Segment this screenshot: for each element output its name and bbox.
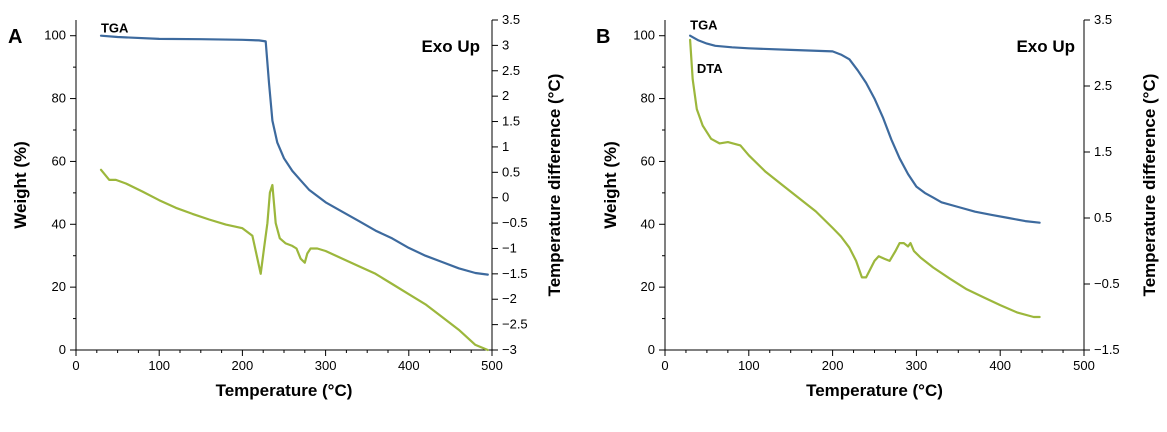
y2-tick-label: 1.5 — [502, 114, 520, 129]
y-tick-label: 40 — [641, 216, 655, 231]
y-tick-label: 60 — [641, 153, 655, 168]
y2-tick-label: 0.5 — [502, 164, 520, 179]
panel-letter: A — [8, 26, 22, 48]
y2-axis-title: Temperature difference (°C) — [545, 74, 564, 297]
series-line-tga — [688, 34, 1041, 224]
y2-tick-label: 2.5 — [502, 63, 520, 78]
y2-tick-label: −3 — [502, 342, 517, 357]
y-axis-title: Weight (%) — [601, 141, 620, 229]
x-tick-label: 400 — [398, 358, 420, 373]
x-tick-label: 200 — [232, 358, 254, 373]
y2-tick-label: 3.5 — [502, 12, 520, 27]
y-tick-label: 80 — [52, 91, 66, 106]
y-tick-label: 0 — [59, 342, 66, 357]
series-line-tga — [99, 34, 489, 276]
series-line-dta — [688, 38, 1041, 319]
y-tick-label: 60 — [52, 153, 66, 168]
y2-tick-label: −2 — [502, 291, 517, 306]
y2-tick-label: 0.5 — [1094, 210, 1112, 225]
x-tick-label: 0 — [661, 358, 668, 373]
y2-tick-label: 2.5 — [1094, 78, 1112, 93]
panel-b: 0 100 200 300 400 500 0 20 40 60 80 100 −1.5 −0.5 0.5 1… — [596, 12, 1159, 400]
panel-a: 0 100 200 300 400 500020406080100−3−2.5−2−1.5… — [8, 12, 564, 400]
y2-tick-label: 2 — [502, 88, 509, 103]
y-tick-label: 20 — [641, 279, 655, 294]
x-tick-label: 300 — [315, 358, 337, 373]
x-tick-label: 100 — [148, 358, 170, 373]
exo-up-annotation: Exo Up — [421, 37, 480, 56]
y2-tick-label: 1 — [502, 139, 509, 154]
x-axis-title: Temperature (°C) — [806, 381, 943, 400]
y2-tick-label: 3 — [502, 37, 509, 52]
series-label-dta: DTA — [697, 61, 723, 76]
y-axis-title: Weight (%) — [11, 141, 30, 229]
y-tick-label: 100 — [44, 28, 66, 43]
y-tick-label: 0 — [648, 342, 655, 357]
series-line-dta — [99, 168, 489, 352]
y2-tick-label: −0.5 — [1094, 276, 1120, 291]
series-label-tga: TGA — [690, 17, 718, 32]
y2-tick-label: 3.5 — [1094, 12, 1112, 27]
y2-tick-label: −0.5 — [502, 215, 528, 230]
x-tick-label: 100 — [738, 358, 760, 373]
y-tick-label: 40 — [52, 216, 66, 231]
y-tick-label: 20 — [52, 279, 66, 294]
y-tick-label: 100 — [633, 28, 655, 43]
x-tick-label: 200 — [822, 358, 844, 373]
y2-tick-label: −2.5 — [502, 317, 528, 332]
y2-tick-label: −1.5 — [502, 266, 528, 281]
x-tick-label: 500 — [1073, 358, 1095, 373]
panel-letter: B — [596, 26, 610, 48]
x-tick-label: 400 — [989, 358, 1011, 373]
exo-up-annotation: Exo Up — [1016, 37, 1075, 56]
x-tick-label: 300 — [906, 358, 928, 373]
x-tick-label: 0 — [72, 358, 79, 373]
y2-tick-label: −1.5 — [1094, 342, 1120, 357]
series-label-tga: TGA — [101, 21, 129, 36]
y2-tick-label: 1.5 — [1094, 144, 1112, 159]
x-tick-label: 500 — [481, 358, 503, 373]
y2-tick-label: −1 — [502, 240, 517, 255]
y2-axis-title: Temperature difference (°C) — [1140, 74, 1159, 297]
y-tick-label: 80 — [641, 91, 655, 106]
y2-tick-label: 0 — [502, 190, 509, 205]
x-axis-title: Temperature (°C) — [216, 381, 353, 400]
